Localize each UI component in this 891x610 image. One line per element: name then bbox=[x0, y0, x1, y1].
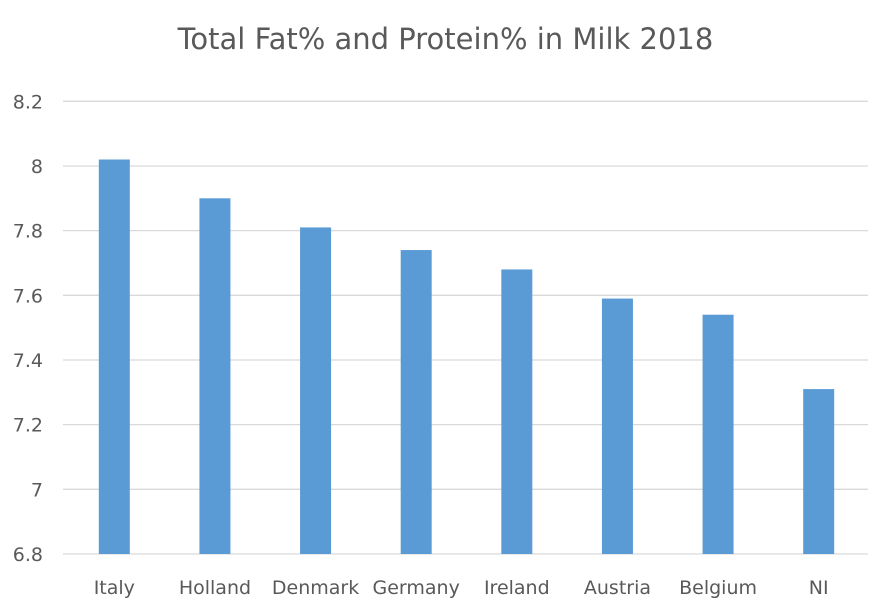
bar-austria bbox=[601, 298, 633, 554]
bar-ni bbox=[803, 389, 835, 554]
bar-belgium bbox=[702, 314, 734, 554]
x-tick-label: Austria bbox=[584, 577, 651, 599]
bar-germany bbox=[400, 250, 432, 554]
y-tick-label: 7.2 bbox=[13, 415, 43, 437]
x-tick-label: Italy bbox=[94, 577, 135, 599]
bar-italy bbox=[98, 159, 130, 555]
bar-denmark bbox=[300, 227, 332, 554]
y-tick-label: 6.8 bbox=[13, 544, 43, 566]
x-tick-label: Ireland bbox=[484, 577, 550, 599]
x-tick-label: NI bbox=[809, 577, 829, 599]
y-tick-label: 7.6 bbox=[13, 285, 43, 307]
y-tick-label: 7.8 bbox=[13, 221, 43, 243]
x-tick-label: Germany bbox=[373, 577, 460, 599]
bar-holland bbox=[199, 198, 231, 555]
y-tick-label: 8 bbox=[31, 156, 43, 178]
y-tick-label: 7 bbox=[31, 479, 43, 501]
y-tick-label: 8.2 bbox=[13, 91, 43, 113]
bar-ireland bbox=[501, 269, 533, 554]
x-tick-label: Denmark bbox=[272, 577, 359, 599]
y-tick-label: 7.4 bbox=[13, 350, 43, 372]
chart-title: Total Fat% and Protein% in Milk 2018 bbox=[177, 22, 714, 56]
x-tick-label: Belgium bbox=[679, 577, 757, 599]
x-tick-label: Holland bbox=[179, 577, 251, 599]
